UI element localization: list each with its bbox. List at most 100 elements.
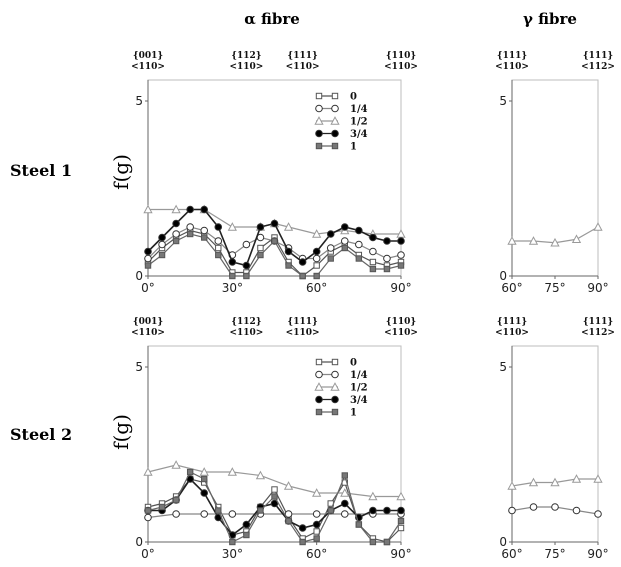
data-point xyxy=(383,254,391,263)
data-point xyxy=(199,467,209,476)
orientation-direction-label: <112> xyxy=(581,328,615,338)
data-point xyxy=(507,236,517,245)
data-point xyxy=(200,205,209,214)
data-point xyxy=(572,506,581,515)
legend-marker xyxy=(331,395,339,404)
y-tick-label: 0 xyxy=(135,269,143,283)
data-point xyxy=(201,475,208,483)
orientation-direction-label: <110> xyxy=(229,62,263,72)
panel-1: 050° 30° 60° 90°{001}<110>{112}<110>{111}<1… xyxy=(131,51,418,295)
legend-marker xyxy=(330,116,340,125)
alpha-fibre-title: α fibre xyxy=(244,10,300,28)
orientation-plane-label: {111} xyxy=(497,51,528,61)
data-point xyxy=(368,491,378,501)
legend-marker xyxy=(314,116,324,125)
data-point xyxy=(299,272,306,280)
orientation-plane-label: {111} xyxy=(583,51,614,61)
legend-label: 1 xyxy=(350,408,357,419)
data-point xyxy=(369,506,377,515)
data-point xyxy=(550,477,560,487)
series-1-2 xyxy=(507,222,603,247)
data-point xyxy=(257,507,264,514)
data-point xyxy=(528,236,539,245)
data-point xyxy=(143,467,153,476)
orientation-plane-label: {111} xyxy=(583,317,614,327)
plot-frame xyxy=(511,79,599,277)
data-point xyxy=(186,230,194,238)
orientation-direction-label: <110> xyxy=(131,62,165,72)
x-tick-label: 0° xyxy=(141,547,155,561)
x-tick-label: 30° xyxy=(222,281,243,295)
data-point xyxy=(594,510,602,518)
legend-marker xyxy=(331,104,339,113)
legend-marker xyxy=(331,358,339,366)
data-point xyxy=(215,251,222,259)
data-point xyxy=(312,229,322,238)
data-point xyxy=(369,258,377,266)
legend-marker xyxy=(315,92,323,100)
x-tick-label: 75° xyxy=(544,281,565,295)
data-point xyxy=(340,237,349,245)
data-point xyxy=(313,272,320,280)
data-point xyxy=(326,244,335,252)
data-point xyxy=(270,219,279,228)
data-point xyxy=(172,496,180,504)
data-point xyxy=(312,247,321,256)
data-point xyxy=(593,222,603,231)
x-tick-label: 90° xyxy=(587,547,608,561)
data-point xyxy=(158,251,166,259)
legend-marker xyxy=(331,142,339,150)
data-point xyxy=(529,503,538,511)
data-point xyxy=(369,233,377,242)
data-point xyxy=(283,481,294,490)
row-label-steel-1: Steel 1 xyxy=(10,161,72,180)
data-point xyxy=(327,507,334,514)
series-1-4 xyxy=(144,223,405,263)
data-point xyxy=(341,244,348,252)
legend-marker xyxy=(331,92,339,100)
data-point xyxy=(285,262,292,269)
y-tick-label: 5 xyxy=(135,94,143,108)
data-point xyxy=(312,488,322,497)
data-point xyxy=(214,223,223,231)
data-point xyxy=(172,237,180,245)
orientation-direction-label: <110> xyxy=(286,328,320,338)
data-point xyxy=(144,513,152,522)
plot-frame xyxy=(511,345,599,543)
data-point xyxy=(158,503,166,511)
data-point xyxy=(229,272,236,280)
data-point xyxy=(143,204,153,214)
legend-label: 3/4 xyxy=(350,129,368,140)
x-tick-label: 90° xyxy=(390,547,411,561)
x-tick-label: 0° xyxy=(141,281,155,295)
data-point xyxy=(397,251,405,259)
x-tick-label: 60° xyxy=(306,281,327,295)
y-tick-label: 5 xyxy=(135,360,143,374)
orientation-direction-label: <110> xyxy=(229,328,263,338)
series-0 xyxy=(144,475,405,546)
y-tick-label: 0 xyxy=(499,535,507,549)
orientation-plane-label: {112} xyxy=(231,51,262,61)
data-point xyxy=(257,251,264,259)
data-point xyxy=(340,223,349,231)
legend-label: 1/4 xyxy=(350,370,368,381)
series-line xyxy=(147,464,401,498)
data-point xyxy=(508,506,516,515)
orientation-direction-label: <110> xyxy=(384,62,418,72)
data-point xyxy=(396,491,406,501)
orientation-plane-label: {111} xyxy=(497,317,528,327)
x-tick-label: 60° xyxy=(501,547,522,561)
legend-marker xyxy=(314,382,324,391)
row-label-steel-2: Steel 2 xyxy=(10,425,72,444)
legend-label: 3/4 xyxy=(350,395,368,406)
data-point xyxy=(243,531,250,539)
data-point xyxy=(242,520,251,529)
data-point xyxy=(270,499,279,508)
data-point xyxy=(313,528,320,535)
series-3-4 xyxy=(144,205,405,270)
data-point xyxy=(312,510,321,518)
series-1-4 xyxy=(508,503,602,518)
data-point xyxy=(144,262,152,269)
data-point xyxy=(200,489,209,497)
data-point xyxy=(242,240,251,249)
